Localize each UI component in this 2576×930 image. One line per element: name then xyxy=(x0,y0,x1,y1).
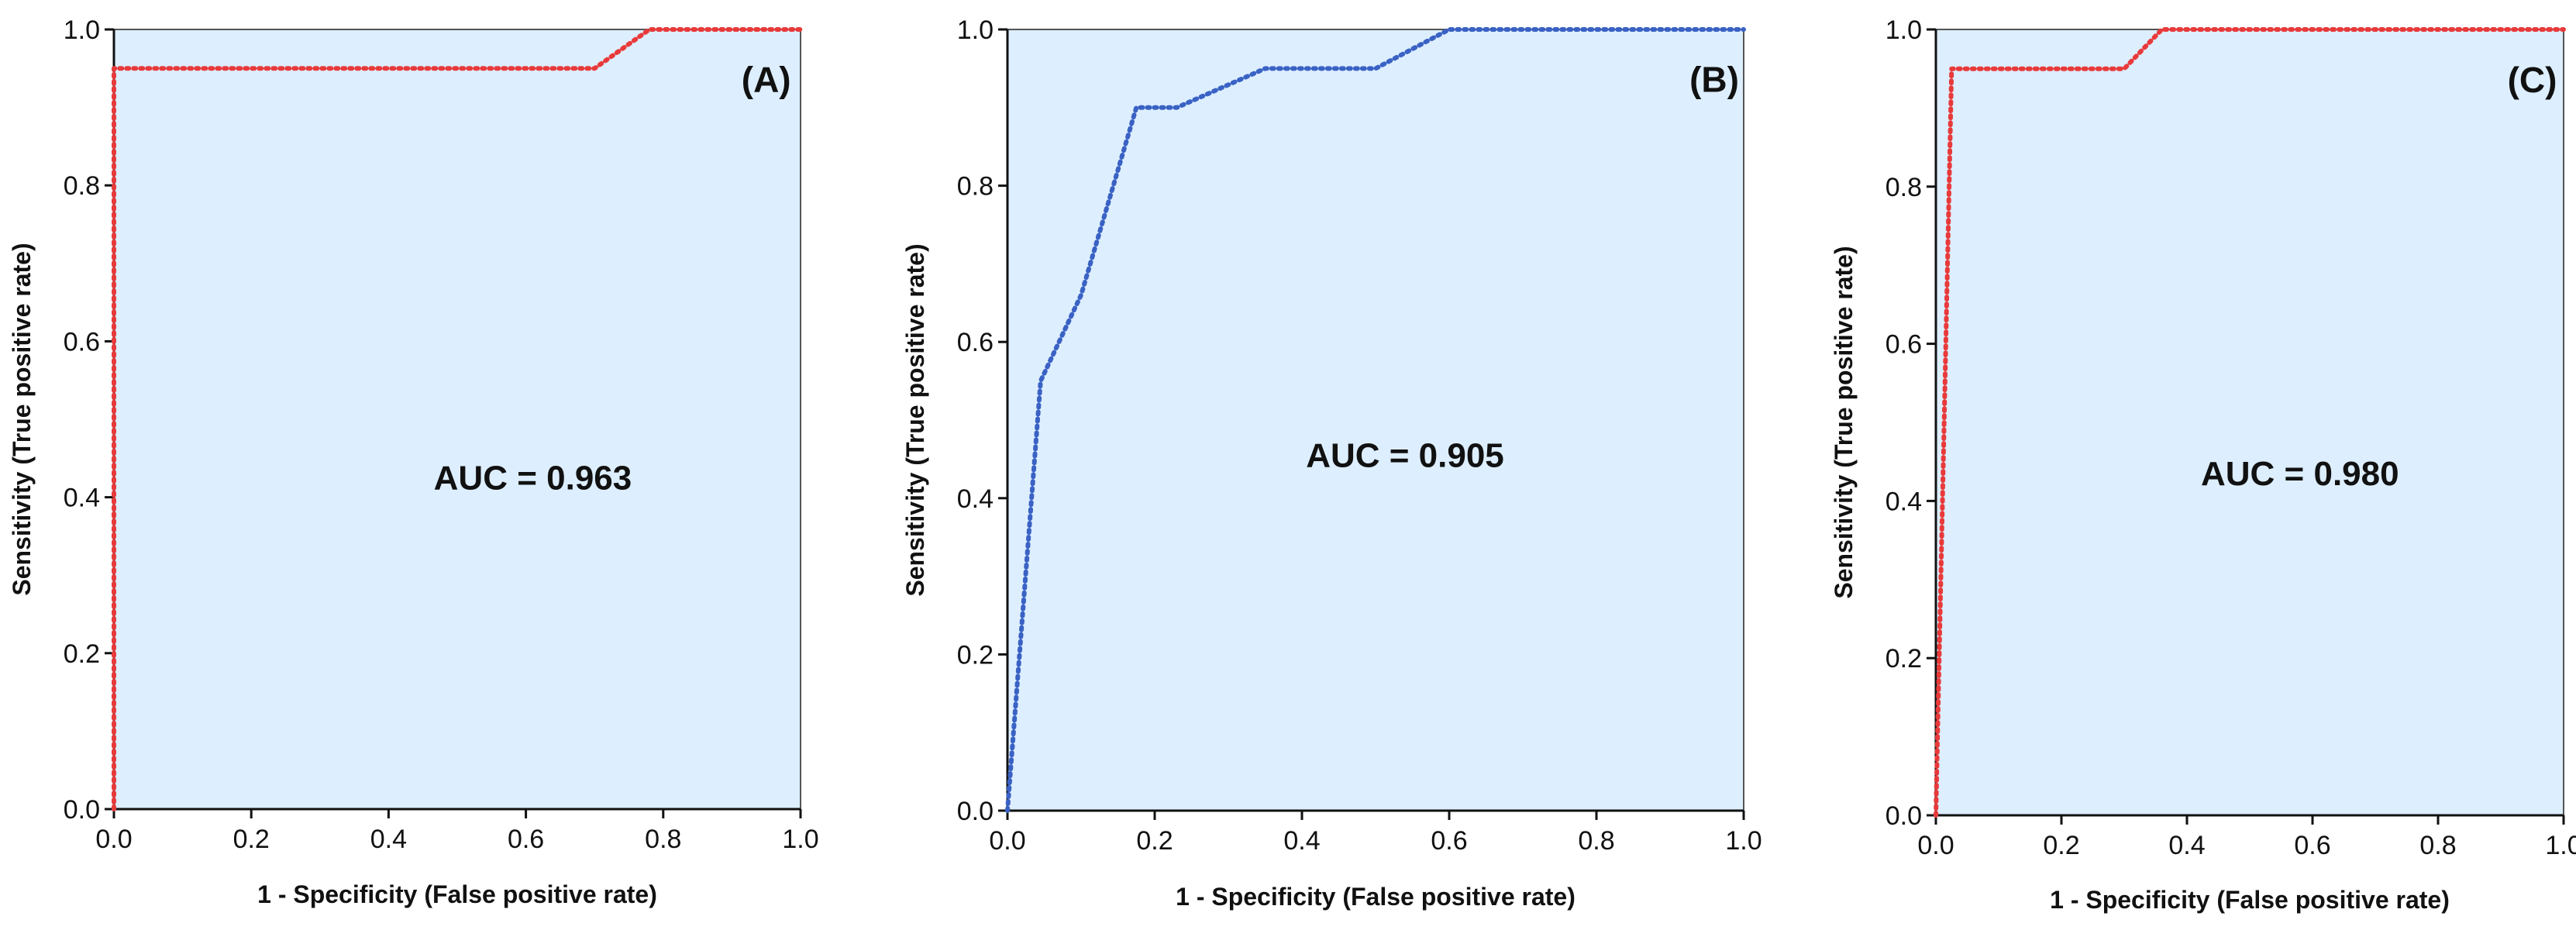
x-tick-label: 1.0 xyxy=(2545,831,2576,860)
x-tick-label: 0.6 xyxy=(508,825,544,854)
y-tick-label: 1.0 xyxy=(1886,16,1922,45)
x-tick-label: 0.0 xyxy=(1917,831,1954,860)
y-tick-label: 0.8 xyxy=(64,171,100,201)
x-tick-label: 0.8 xyxy=(2419,831,2456,860)
roc-panel-3: 0.0 0.2 0.4 0.6 0.8 1.0 0.0 0.2 0.4 0.6 0.8 1.0 1 - … xyxy=(1830,16,2576,914)
y-tick-label: 0.6 xyxy=(957,328,994,357)
y-axis-title: Sensitivity (True positive rate) xyxy=(8,243,36,595)
y-axis-title: Sensitivity (True positive rate) xyxy=(901,243,929,596)
auc-annotation: AUC = 0.963 xyxy=(434,460,632,498)
x-tick-label: 0.6 xyxy=(2294,831,2330,860)
auc-annotation: AUC = 0.905 xyxy=(1306,436,1504,474)
plot-area xyxy=(1007,29,1744,811)
roc-curve xyxy=(1005,27,1746,813)
plot-area xyxy=(114,29,801,809)
x-tick-label: 0.8 xyxy=(1578,826,1614,856)
y-tick-label: 0.8 xyxy=(1886,173,1922,202)
y-axis-title: Sensitivity (True positive rate) xyxy=(1830,246,1858,598)
y-tick-label: 0.2 xyxy=(1886,644,1922,673)
y-tick-label: 0.6 xyxy=(1886,330,1922,360)
panel-label: (B) xyxy=(1689,60,1739,100)
y-tick-label: 0.4 xyxy=(957,484,994,514)
y-tick-label: 0.2 xyxy=(957,640,994,670)
x-tick-label: 0.0 xyxy=(989,826,1025,856)
y-tick-label: 0.4 xyxy=(64,484,100,513)
x-tick-label: 0.0 xyxy=(95,825,132,854)
x-axis-title: 1 - Specificity (False positive rate) xyxy=(1176,883,1576,911)
y-tick-label: 0.0 xyxy=(64,795,100,825)
x-tick-label: 0.2 xyxy=(2043,831,2079,860)
x-tick-label: 1.0 xyxy=(782,825,818,854)
auc-annotation: AUC = 0.980 xyxy=(2201,455,2399,493)
panel-label: (A) xyxy=(742,59,791,99)
x-tick-label: 0.4 xyxy=(1283,826,1320,856)
plot-area xyxy=(1936,29,2564,815)
x-tick-label: 0.2 xyxy=(1136,826,1173,856)
roc-curve xyxy=(112,27,803,811)
y-tick-label: 0.0 xyxy=(957,797,994,826)
y-tick-label: 1.0 xyxy=(957,16,994,45)
y-tick-label: 0.6 xyxy=(64,327,100,356)
y-tick-label: 0.0 xyxy=(1886,801,1922,831)
x-tick-label: 0.2 xyxy=(233,825,270,854)
roc-panel-2: 0.0 0.2 0.4 0.6 0.8 1.0 0.0 0.2 0.4 0.6 0.8 1.0 1 - … xyxy=(901,16,1762,911)
x-tick-label: 1.0 xyxy=(1725,826,1762,856)
y-tick-label: 0.4 xyxy=(1886,487,1922,516)
roc-curve xyxy=(1934,27,2566,818)
x-axis-title: 1 - Specificity (False positive rate) xyxy=(2050,886,2450,914)
x-axis-title: 1 - Specificity (False positive rate) xyxy=(257,880,657,908)
x-tick-label: 0.4 xyxy=(2168,831,2205,860)
x-tick-label: 0.4 xyxy=(370,825,407,854)
x-tick-label: 0.8 xyxy=(645,825,681,854)
roc-panel-1: 0.0 0.2 0.4 0.6 0.8 1.0 0.0 0.2 0.4 0.6 0.8 1.0 1 - … xyxy=(8,16,819,908)
y-tick-label: 0.2 xyxy=(64,639,100,669)
panel-label: (C) xyxy=(2508,60,2557,100)
x-tick-label: 0.6 xyxy=(1431,826,1467,856)
y-tick-label: 1.0 xyxy=(64,16,100,45)
y-tick-label: 0.8 xyxy=(957,172,994,202)
